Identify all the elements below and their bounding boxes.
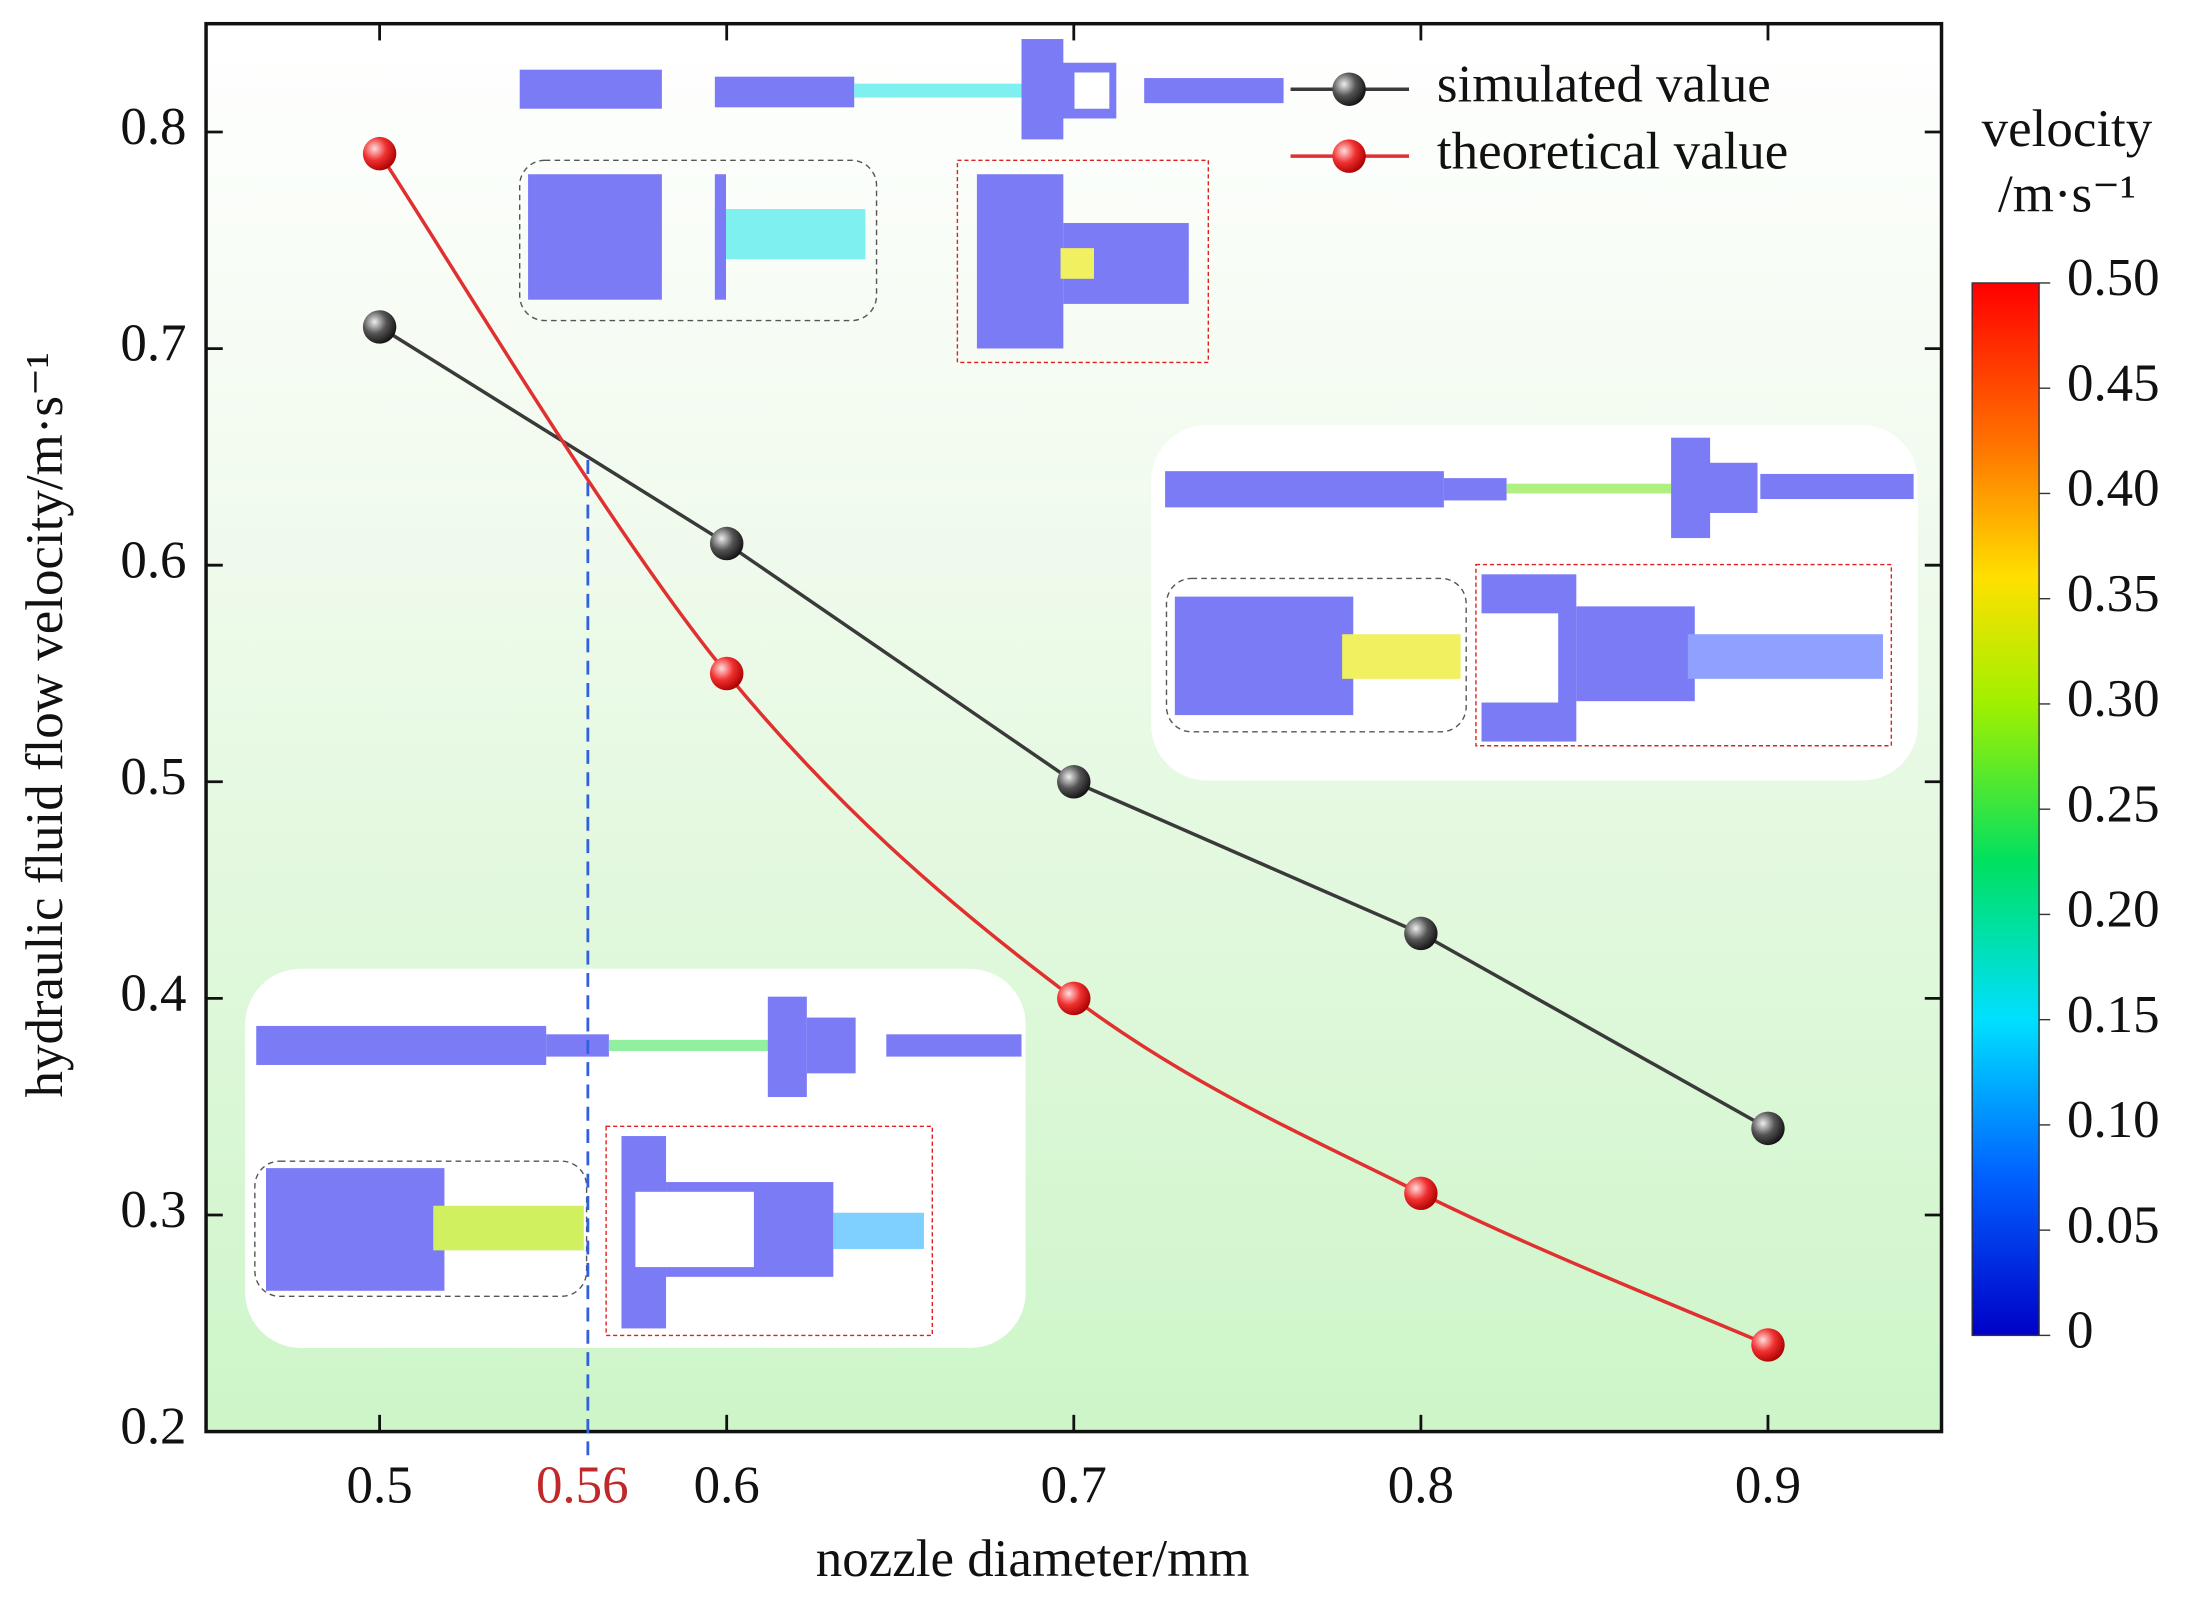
annotation-label: 0.56 bbox=[536, 1456, 629, 1514]
y-tick-label: 0.3 bbox=[120, 1181, 186, 1239]
colorbar-tick-label: 0.25 bbox=[2067, 775, 2160, 833]
point bbox=[1404, 916, 1438, 951]
colorbar-tick-label: 0.35 bbox=[2067, 565, 2160, 623]
colorbar-tick-label: 0.30 bbox=[2067, 670, 2160, 728]
colorbar-title: velocity bbox=[1982, 100, 2153, 158]
inset-top bbox=[519, 39, 1284, 364]
x-tick-label: 0.9 bbox=[1735, 1456, 1801, 1514]
point bbox=[1404, 1176, 1438, 1211]
point bbox=[709, 526, 744, 561]
y-tick-label: 0.6 bbox=[120, 531, 186, 589]
colorbar bbox=[1971, 282, 2040, 1337]
legend-label: theoretical value bbox=[1437, 122, 1788, 180]
colorbar-tick-label: 0.10 bbox=[2067, 1091, 2160, 1149]
colorbar-tick-label: 0.05 bbox=[2067, 1196, 2160, 1254]
x-axis-label: nozzle diameter/mm bbox=[816, 1530, 1250, 1588]
legend-marker bbox=[1332, 72, 1366, 106]
point bbox=[1751, 1328, 1785, 1362]
y-tick-label: 0.7 bbox=[120, 315, 186, 373]
colorbar-tick-label: 0 bbox=[2067, 1302, 2093, 1360]
colorbar-unit: /m·s⁻¹ bbox=[1998, 165, 2136, 223]
x-tick-label: 0.8 bbox=[1388, 1456, 1454, 1514]
inset-middle bbox=[1151, 425, 1918, 781]
colorbar-tick-label: 0.20 bbox=[2067, 881, 2160, 939]
point bbox=[362, 310, 397, 344]
point bbox=[1751, 1111, 1785, 1146]
colorbar-tick-label: 0.40 bbox=[2067, 460, 2160, 518]
y-tick-label: 0.4 bbox=[120, 965, 186, 1023]
colorbar-tick-label: 0.50 bbox=[2067, 249, 2160, 307]
x-tick-label: 0.6 bbox=[694, 1456, 760, 1514]
point bbox=[1057, 765, 1091, 799]
series-line bbox=[378, 152, 1769, 1347]
x-tick-label: 0.7 bbox=[1041, 1456, 1107, 1514]
point bbox=[362, 136, 397, 171]
x-tick-label: 0.5 bbox=[347, 1456, 413, 1514]
inset-bottom bbox=[245, 968, 1026, 1348]
y-tick-label: 0.8 bbox=[120, 98, 186, 156]
y-axis-label: hydraulic fluid flow velocity/m·s⁻¹ bbox=[16, 352, 74, 1097]
y-tick-label: 0.2 bbox=[120, 1398, 186, 1456]
colorbar-tick-label: 0.45 bbox=[2067, 354, 2160, 412]
colorbar-tick-label: 0.15 bbox=[2067, 986, 2160, 1044]
legend-label: simulated value bbox=[1437, 55, 1771, 113]
point bbox=[1057, 981, 1091, 1016]
y-tick-label: 0.5 bbox=[120, 748, 186, 806]
legend-marker bbox=[1332, 139, 1366, 173]
point bbox=[709, 656, 744, 691]
